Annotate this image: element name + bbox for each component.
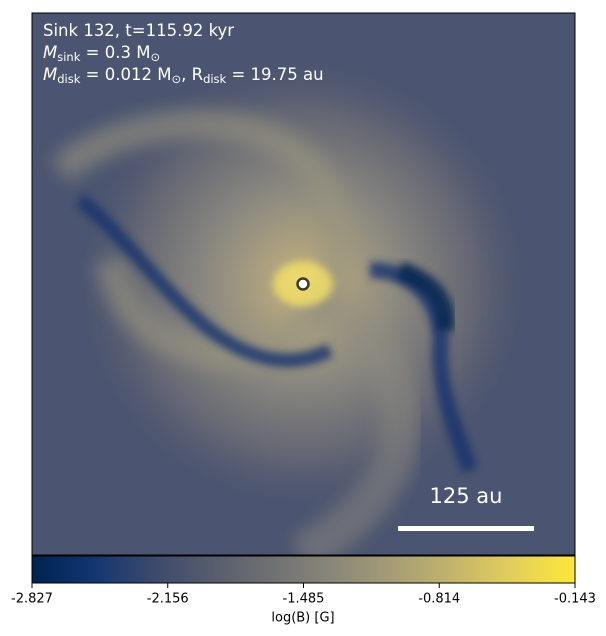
image: 125 au <box>32 13 575 555</box>
colorbar-tick-label: -0.814 <box>418 592 460 607</box>
colorbar-tick-label: -1.485 <box>283 592 325 607</box>
colorbar-tick-label: -2.156 <box>147 592 189 607</box>
annotation-text: = 0.012 M <box>80 65 171 84</box>
annotation: Sink 132, t=115.92 kyr <box>43 21 234 40</box>
axes-frame <box>31 12 576 556</box>
annotation-text: = 0.3 M <box>80 43 150 62</box>
scale-bar <box>398 526 534 531</box>
annotation: Mdisk = 0.012 M⊙, Rdisk = 19.75 au <box>43 65 324 86</box>
annotation-text: = 19.75 au <box>226 65 323 84</box>
annotation-text: M <box>43 43 57 62</box>
annotation-subscript: ⊙ <box>150 50 160 64</box>
annotation-subscript: disk <box>203 72 226 86</box>
scale-bar-label: 125 au <box>430 484 503 508</box>
annotation-text: M <box>43 65 57 84</box>
annotation-subscript: disk <box>57 72 80 86</box>
annotation: Msink = 0.3 M⊙ <box>43 43 160 64</box>
annotation-text: , R <box>181 65 203 84</box>
annotation-text: Sink 132, t=115.92 kyr <box>43 21 234 40</box>
sink-marker <box>296 277 310 291</box>
colorbar-label: log(B) [G] <box>271 611 334 626</box>
colorbar <box>31 555 576 584</box>
annotation-subscript: sink <box>57 50 80 64</box>
colorbar-tick-label: -2.827 <box>11 592 53 607</box>
annotation-subscript: ⊙ <box>171 72 181 86</box>
colorbar-tick-label: -0.143 <box>554 592 596 607</box>
